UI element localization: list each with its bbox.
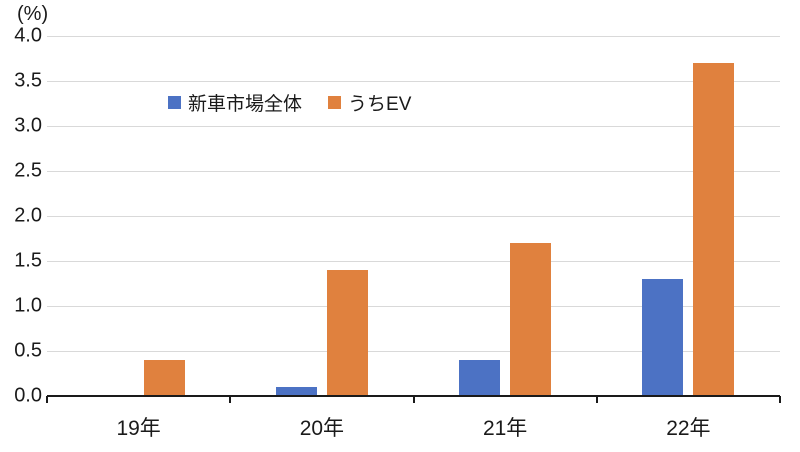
x-axis-tick	[779, 396, 781, 403]
x-tick-label: 22年	[666, 417, 711, 440]
y-tick-label: 0.0	[14, 384, 42, 407]
gridline	[47, 261, 780, 262]
y-tick-label: 3.0	[14, 114, 42, 137]
bar-ev-share-20年	[326, 270, 368, 396]
y-tick-label: 1.0	[14, 294, 42, 317]
legend-label-new-car-market-total: 新車市場全体	[188, 94, 303, 115]
x-axis-tick	[595, 396, 598, 403]
gridline	[47, 36, 780, 37]
legend-item-ev-share: うちEV	[328, 89, 411, 116]
gridline	[47, 216, 780, 217]
gridline	[47, 81, 780, 82]
legend-label-ev-share: うちEV	[348, 94, 412, 115]
x-axis-tick	[46, 396, 48, 403]
x-axis-tick	[229, 396, 232, 403]
bar-ev-share-21年	[510, 243, 552, 396]
plot-area	[46, 36, 781, 403]
gridline	[47, 126, 780, 127]
legend-swatch-ev-share	[328, 96, 342, 109]
bar-new-car-market-total-20年	[275, 387, 317, 396]
y-tick-label: 2.5	[14, 159, 42, 182]
gridline	[47, 171, 780, 172]
legend-item-new-car-market-total: 新車市場全体	[168, 89, 302, 116]
x-axis-tick	[412, 396, 415, 403]
y-tick-label: 1.5	[14, 249, 42, 272]
gridline	[47, 351, 780, 352]
bar-ev-share-19年	[143, 360, 185, 396]
y-tick-label: 4.0	[14, 24, 42, 47]
y-tick-label: 2.0	[14, 204, 42, 227]
x-tick-label: 21年	[482, 417, 528, 440]
y-tick-label: 3.5	[14, 69, 42, 92]
legend: 新車市場全体 うちEV	[168, 89, 411, 116]
bar-new-car-market-total-21年	[459, 360, 501, 396]
x-tick-label: 19年	[116, 417, 161, 440]
bar-ev-share-22年	[693, 63, 735, 396]
x-tick-label: 20年	[299, 417, 345, 440]
legend-swatch-new-car-market-total	[168, 96, 181, 109]
gridline	[47, 306, 780, 307]
bar-new-car-market-total-22年	[642, 279, 684, 396]
y-axis-unit-label: (%)	[17, 3, 49, 25]
y-tick-label: 0.5	[14, 339, 42, 362]
